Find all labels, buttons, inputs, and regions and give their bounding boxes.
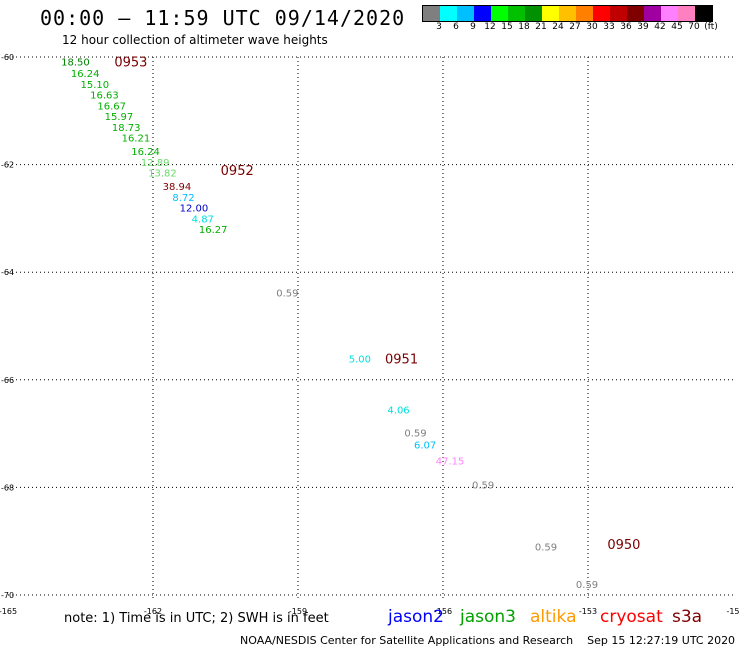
data-point-label: 12.89 — [141, 158, 170, 169]
data-point-label: 0.59 — [276, 289, 298, 300]
time-label: 0951 — [385, 352, 418, 367]
y-tick-label: -70 — [1, 591, 14, 600]
satellite-legend-cryosat: cryosat — [600, 607, 663, 627]
colorbar-label: 39 — [637, 22, 649, 32]
colorbar-label: 12 — [484, 22, 496, 32]
time-label: 0950 — [607, 538, 640, 553]
colorbar-label: 30 — [586, 22, 598, 32]
colorbar-label: 3 — [436, 22, 442, 32]
data-point-label: 8.72 — [172, 193, 194, 204]
data-point-label: 16.24 — [71, 69, 100, 80]
colorbar-swatch — [576, 6, 593, 21]
chart-title: 00:00 – 11:59 UTC 09/14/2020 — [40, 6, 406, 30]
credit-text: NOAA/NESDIS Center for Satellite Applica… — [240, 634, 574, 647]
data-point-label: 12.00 — [180, 204, 209, 215]
colorbar-swatch — [678, 6, 695, 21]
data-point-label: 0.59 — [404, 429, 426, 440]
x-tick-label: -162 — [144, 607, 162, 616]
data-point-label: 4.06 — [387, 405, 409, 416]
colorbar-label: 70 — [688, 22, 700, 32]
colorbar-swatch — [542, 6, 559, 21]
satellite-legend-altika: altika — [530, 607, 577, 627]
data-point-label: 6.07 — [414, 440, 436, 451]
colorbar-swatch — [695, 6, 712, 21]
colorbar-swatch — [423, 6, 440, 21]
satellite-legend-jason2: jason2 — [388, 607, 444, 627]
colorbar-label: 21 — [535, 22, 547, 32]
data-point-label: 16.67 — [97, 101, 126, 112]
data-point-label: 0.59 — [472, 481, 494, 492]
colorbar-swatch — [610, 6, 627, 21]
chart-subtitle: 12 hour collection of altimeter wave hei… — [62, 33, 328, 47]
x-tick-label: -159 — [289, 607, 307, 616]
data-point-label: 47.15 — [436, 457, 465, 468]
data-point-label: 0.59 — [576, 580, 598, 591]
y-tick-label: -60 — [1, 53, 14, 62]
colorbar-label: 36 — [620, 22, 632, 32]
colorbar-swatch — [627, 6, 644, 21]
colorbar-label: 18 — [518, 22, 530, 32]
colorbar-swatch — [457, 6, 474, 21]
colorbar-swatch — [644, 6, 661, 21]
colorbar-label: 9 — [470, 22, 476, 32]
colorbar-swatch — [440, 6, 457, 21]
time-label: 0952 — [221, 164, 254, 179]
data-point-label: 16.63 — [90, 91, 119, 102]
data-point-label: 0.59 — [535, 543, 557, 554]
data-point-label: 13.82 — [148, 169, 177, 180]
x-tick-label: -165 — [0, 607, 17, 616]
timestamp: Sep 15 12:27:19 UTC 2020 — [587, 634, 736, 647]
colorbar-swatch — [508, 6, 525, 21]
data-point-label: 15.10 — [81, 80, 110, 91]
colorbar-swatch — [593, 6, 610, 21]
colorbar-label: 45 — [671, 22, 683, 32]
data-point-label: 4.87 — [192, 214, 214, 225]
time-label: 0953 — [114, 55, 147, 70]
colorbar — [422, 5, 713, 22]
satellite-legend-s3a: s3a — [672, 607, 703, 627]
y-tick-label: -68 — [1, 483, 14, 492]
colorbar-swatch — [525, 6, 542, 21]
colorbar-label: 42 — [654, 22, 666, 32]
colorbar-label: (ft) — [704, 22, 718, 32]
data-point-label: 18.73 — [112, 123, 141, 134]
y-tick-label: -66 — [1, 376, 14, 385]
colorbar-label: 33 — [603, 22, 615, 32]
y-tick-label: -64 — [1, 268, 14, 277]
colorbar-label: 6 — [453, 22, 459, 32]
x-tick-label: -153 — [579, 607, 597, 616]
data-point-label: 5.00 — [349, 354, 371, 365]
satellite-legend-jason3: jason3 — [460, 607, 516, 627]
data-point-label: 18.50 — [61, 57, 90, 68]
colorbar-label: 27 — [569, 22, 581, 32]
colorbar-label: 15 — [501, 22, 513, 32]
x-tick-label: -156 — [434, 607, 452, 616]
colorbar-swatch — [559, 6, 576, 21]
data-point-label: 15.97 — [105, 112, 134, 123]
data-point-label: 16.27 — [199, 225, 228, 236]
x-tick-label: -15 — [726, 607, 739, 616]
colorbar-swatch — [661, 6, 678, 21]
colorbar-label: 24 — [552, 22, 564, 32]
colorbar-swatch — [474, 6, 491, 21]
footer-credit: NOAA/NESDIS Center for Satellite Applica… — [240, 634, 735, 647]
y-tick-label: -62 — [1, 161, 14, 170]
data-point-label: 16.21 — [122, 134, 151, 145]
data-point-label: 38.94 — [163, 182, 192, 193]
footer-note: note: 1) Time is in UTC; 2) SWH is in fe… — [64, 611, 329, 626]
colorbar-swatch — [491, 6, 508, 21]
data-point-label: 16.24 — [131, 147, 160, 158]
